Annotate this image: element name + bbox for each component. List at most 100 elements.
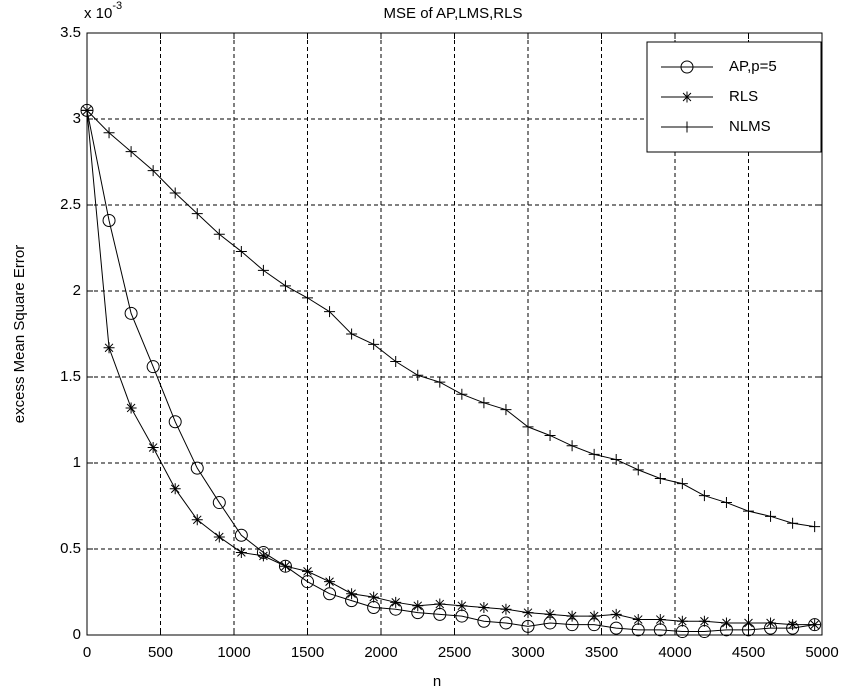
data-point [609,621,623,635]
data-point [456,388,468,400]
data-point [190,461,204,475]
x-tick-label: 500 [148,644,173,661]
data-point [323,587,337,601]
x-tick-label: 4000 [658,644,691,661]
y-tick-label: 0.5 [60,540,81,557]
x-tick-label: 2000 [364,644,397,661]
data-point [809,521,821,533]
data-point [743,617,754,629]
data-point [787,619,799,631]
chart-title: MSE of AP,LMS,RLS [384,5,523,22]
data-point [477,614,491,628]
data-point [124,306,138,320]
data-point [544,608,556,620]
legend-label: AP,p=5 [729,58,777,75]
legend-marker [681,121,693,133]
y-axis-label: excess Mean Square Error [11,245,28,423]
y-tick-label: 0 [73,626,81,643]
data-point [610,608,622,620]
legend-label: NLMS [729,118,771,135]
data-point [324,576,336,588]
data-point [500,404,512,416]
data-point [368,591,380,603]
y-tick-label: 3.5 [60,24,81,41]
data-point [499,616,513,630]
data-point [809,619,821,631]
x-tick-label: 3000 [511,644,544,661]
data-point [257,550,269,562]
data-point [632,614,644,626]
y-scale-label: x 10-3 [84,0,122,22]
data-point [147,165,159,177]
data-point [213,531,225,543]
data-point [522,607,534,619]
data-point [632,464,644,476]
data-point [302,565,313,577]
data-point [765,510,777,522]
data-point [566,610,578,622]
data-point [544,429,556,441]
series-line [86,110,815,626]
data-point [212,496,226,510]
data-point [279,560,291,572]
legend-marker [681,91,693,103]
data-point [412,369,424,381]
data-point [278,559,292,573]
x-tick-label: 2500 [438,644,471,661]
data-point [588,448,600,460]
data-point [654,614,666,626]
data-point [191,514,203,526]
legend-label: RLS [729,88,758,105]
data-point [676,615,688,627]
data-point [147,442,159,454]
series-line [86,110,815,633]
data-point [102,213,116,227]
data-point [346,588,358,600]
y-tick-label: 3 [73,110,81,127]
data-point [213,228,225,240]
series-line [86,110,815,528]
data-point [80,103,94,117]
data-point [234,528,248,542]
y-tick-label: 1.5 [60,368,81,385]
data-point [765,617,777,629]
y-tick-label: 1 [73,454,81,471]
data-point [676,478,688,490]
y-scale-exponent: -3 [112,0,122,12]
x-tick-label: 4500 [732,644,765,661]
data-point [125,402,137,414]
data-point [456,600,468,612]
y-scale-base: x 10 [84,5,112,22]
data-point [390,356,402,368]
data-point [346,328,358,340]
data-point [103,342,115,354]
data-point [588,610,600,622]
x-tick-label: 0 [83,644,91,661]
plot-frame [86,32,823,636]
data-point [81,104,93,116]
data-point [279,280,291,292]
data-point [235,546,247,558]
x-tick-label: 1000 [217,644,250,661]
data-point [368,338,380,350]
data-point [698,490,710,502]
x-tick-label: 5000 [805,644,838,661]
data-point [146,360,160,374]
legend-marker [680,60,694,74]
data-point [610,454,622,466]
data-point [478,397,490,409]
data-point [169,187,181,199]
data-point [125,146,137,158]
data-point [654,472,666,484]
data-point [566,440,578,452]
x-axis-label: n [433,673,441,690]
data-point [434,376,446,388]
data-point [743,505,754,517]
data-point [103,127,115,139]
data-point [235,245,247,257]
y-tick-label: 2 [73,282,81,299]
data-point [521,619,535,633]
data-point [522,421,534,433]
